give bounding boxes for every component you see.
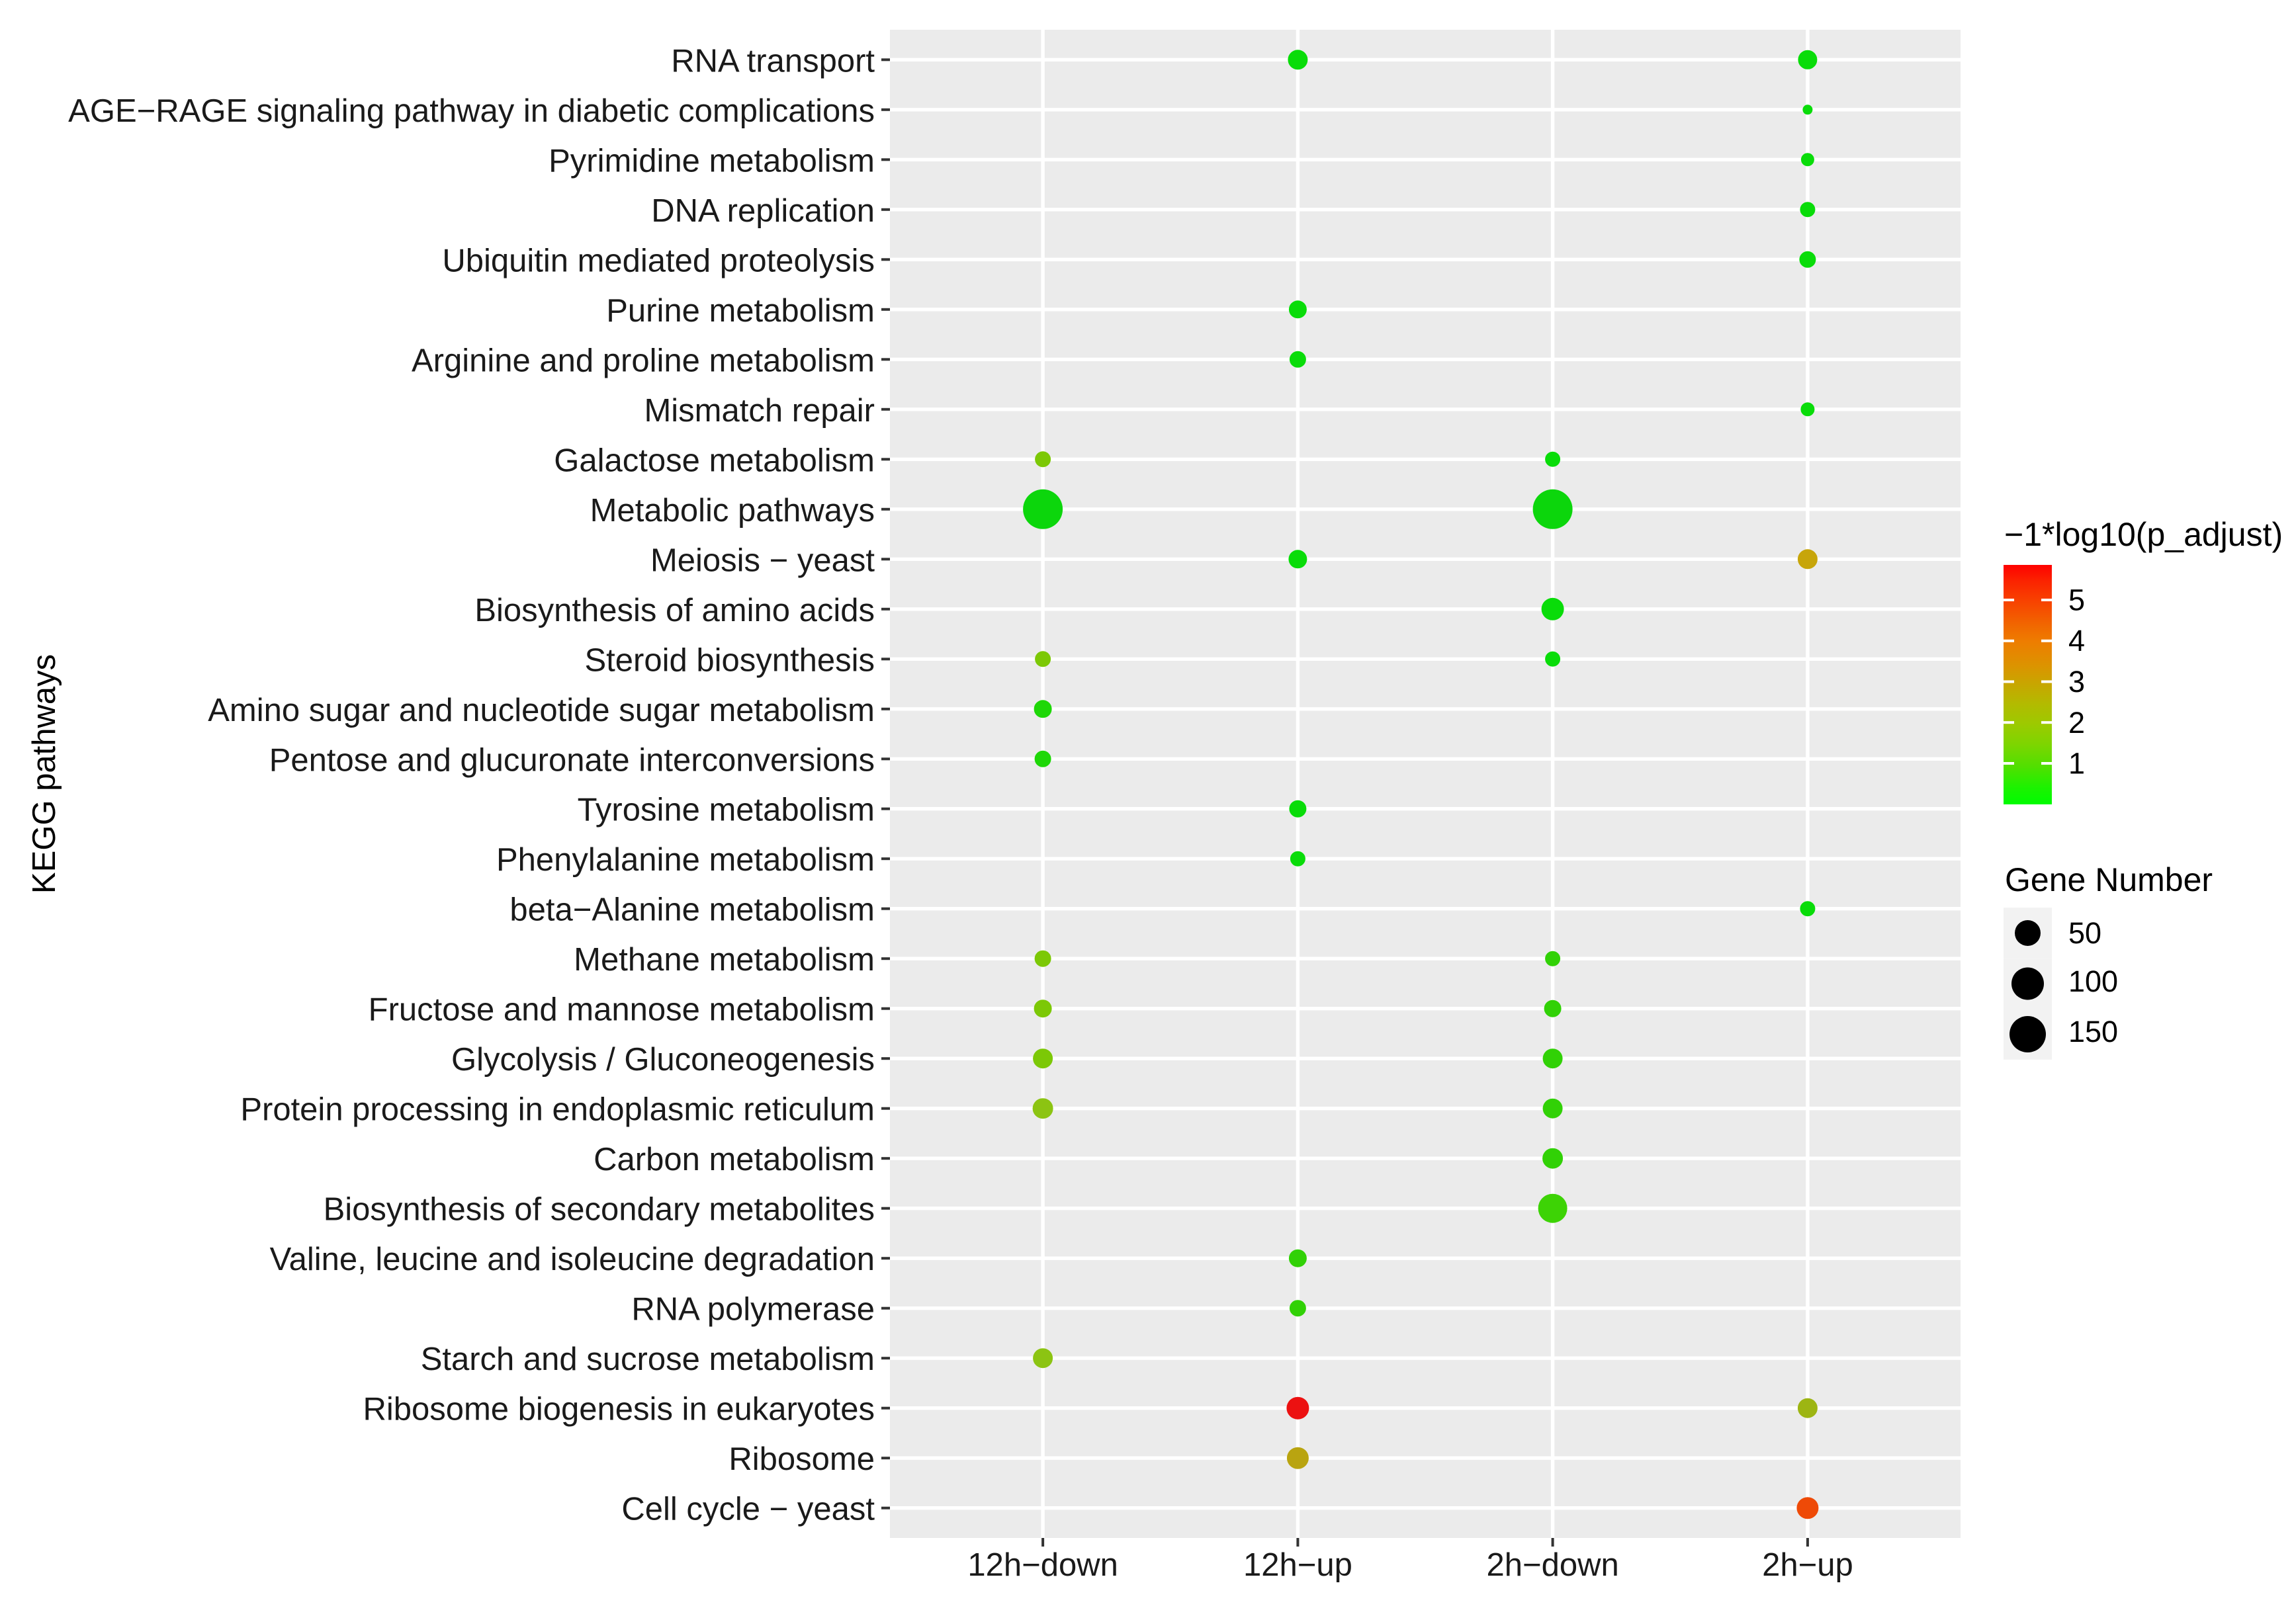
svg-text:Valine, leucine and isoleucine: Valine, leucine and isoleucine degradati… — [270, 1242, 875, 1277]
svg-text:Cell cycle − yeast: Cell cycle − yeast — [621, 1492, 875, 1527]
svg-text:Mismatch repair: Mismatch repair — [644, 393, 875, 429]
svg-text:Meiosis − yeast: Meiosis − yeast — [650, 542, 875, 578]
svg-text:2h−down: 2h−down — [1486, 1547, 1618, 1583]
svg-text:Protein processing in endoplas: Protein processing in endoplasmic reticu… — [240, 1092, 875, 1128]
svg-text:Pyrimidine metabolism: Pyrimidine metabolism — [549, 143, 875, 179]
svg-text:Carbon metabolism: Carbon metabolism — [594, 1142, 875, 1177]
svg-text:12h−up: 12h−up — [1243, 1547, 1352, 1583]
svg-text:4: 4 — [2068, 624, 2085, 658]
svg-text:Methane metabolism: Methane metabolism — [574, 942, 875, 978]
svg-text:KEGG pathways: KEGG pathways — [26, 654, 62, 894]
svg-text:Amino sugar and nucleotide sug: Amino sugar and nucleotide sugar metabol… — [208, 693, 875, 728]
svg-text:Gene Number: Gene Number — [2005, 861, 2213, 898]
svg-text:Purine metabolism: Purine metabolism — [606, 293, 875, 329]
svg-text:Pentose and glucuronate interc: Pentose and glucuronate interconversions — [269, 742, 875, 778]
svg-text:−1*log10(p_adjust): −1*log10(p_adjust) — [2004, 516, 2283, 553]
svg-text:12h−down: 12h−down — [967, 1547, 1118, 1583]
svg-text:Phenylalanine metabolism: Phenylalanine metabolism — [496, 842, 875, 878]
svg-text:RNA transport: RNA transport — [671, 43, 875, 79]
svg-text:Biosynthesis of amino acids: Biosynthesis of amino acids — [474, 593, 875, 628]
svg-text:Starch and sucrose metabolism: Starch and sucrose metabolism — [421, 1341, 875, 1377]
svg-text:Metabolic pathways: Metabolic pathways — [590, 493, 875, 529]
svg-text:Steroid biosynthesis: Steroid biosynthesis — [584, 642, 875, 678]
svg-text:AGE−RAGE signaling pathway in: AGE−RAGE signaling pathway in diabetic c… — [68, 93, 875, 129]
svg-text:Biosynthesis of secondary meta: Biosynthesis of secondary metabolites — [324, 1192, 875, 1228]
svg-text:2h−up: 2h−up — [1762, 1547, 1853, 1583]
svg-text:DNA replication: DNA replication — [651, 193, 875, 229]
svg-text:5: 5 — [2068, 583, 2085, 617]
svg-text:Arginine and proline metabolis: Arginine and proline metabolism — [412, 343, 875, 378]
svg-text:Ribosome biogenesis in eukaryo: Ribosome biogenesis in eukaryotes — [363, 1392, 875, 1427]
svg-text:Ribosome: Ribosome — [729, 1441, 875, 1477]
svg-text:100: 100 — [2068, 964, 2118, 998]
svg-text:Ubiquitin mediated proteolysis: Ubiquitin mediated proteolysis — [442, 243, 875, 278]
svg-text:Galactose metabolism: Galactose metabolism — [554, 443, 875, 478]
svg-text:2: 2 — [2068, 706, 2085, 740]
svg-text:Fructose and mannose metabolis: Fructose and mannose metabolism — [369, 992, 875, 1028]
svg-text:RNA polymerase: RNA polymerase — [631, 1292, 875, 1328]
svg-text:Glycolysis / Gluconeogenesis: Glycolysis / Gluconeogenesis — [451, 1042, 875, 1078]
svg-text:Tyrosine metabolism: Tyrosine metabolism — [578, 792, 875, 828]
svg-text:3: 3 — [2068, 665, 2085, 699]
svg-text:1: 1 — [2068, 747, 2085, 781]
svg-text:50: 50 — [2068, 916, 2101, 950]
svg-text:150: 150 — [2068, 1015, 2118, 1048]
svg-text:beta−Alanine metabolism: beta−Alanine metabolism — [509, 892, 875, 928]
